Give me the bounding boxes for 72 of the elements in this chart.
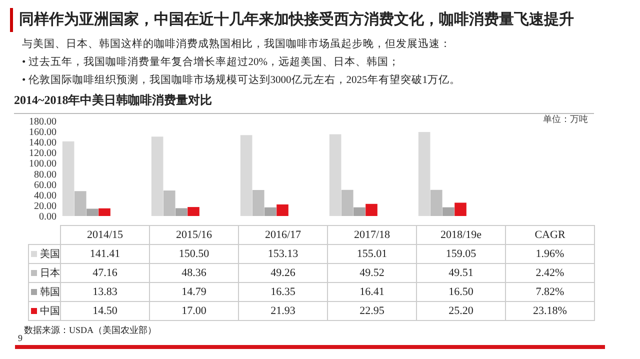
data-label: 14.79 bbox=[150, 282, 238, 302]
data-label: 48.36 bbox=[150, 264, 238, 282]
source-note: 数据来源：USDA（美国农业部） bbox=[24, 324, 157, 337]
text: 7.82% bbox=[506, 282, 594, 302]
y-tick-label: 180.00 bbox=[29, 116, 56, 128]
bar bbox=[163, 190, 176, 216]
bar bbox=[151, 136, 164, 216]
x-tick-label: 2017/18 bbox=[328, 226, 416, 244]
y-tick-label: 120.00 bbox=[29, 148, 56, 160]
x-tick-label: 2016/17 bbox=[238, 226, 328, 244]
y-axis-title: 单位：万吨 bbox=[543, 113, 588, 126]
bar bbox=[62, 141, 74, 216]
legend-label: 美国 bbox=[28, 244, 60, 264]
data-label: 49.51 bbox=[416, 264, 506, 282]
chart-title: 2014~2018年中美日韩咖啡消费量对比 bbox=[14, 92, 594, 114]
bar bbox=[366, 204, 378, 216]
data-label: 153.13 bbox=[238, 244, 328, 264]
bar bbox=[276, 204, 288, 216]
bar bbox=[418, 132, 430, 216]
y-tick-label: 80.00 bbox=[34, 169, 56, 180]
bar bbox=[188, 207, 200, 216]
bar bbox=[98, 208, 110, 216]
bar bbox=[176, 208, 188, 216]
data-label: 16.41 bbox=[328, 282, 416, 302]
data-label: 150.50 bbox=[150, 244, 238, 264]
text: 与美国、日本、韩国这样的咖啡消费成熟国相比，我国咖啡市场虽起步晚，但发展迅速： bbox=[22, 37, 451, 51]
legend-label: 韩国 bbox=[28, 282, 60, 302]
y-tick-label: 20.00 bbox=[34, 200, 56, 212]
data-label: 21.93 bbox=[238, 302, 328, 320]
bar bbox=[86, 208, 98, 216]
y-tick-label: 40.00 bbox=[34, 190, 56, 202]
bar bbox=[430, 190, 442, 216]
x-tick-label: 2015/16 bbox=[150, 226, 238, 244]
text: 1.96% bbox=[506, 244, 594, 264]
bar bbox=[329, 134, 342, 216]
bar bbox=[341, 190, 354, 216]
data-label: 49.26 bbox=[238, 264, 328, 282]
data-label: 14.50 bbox=[60, 302, 150, 320]
bar bbox=[442, 207, 454, 216]
bar bbox=[264, 207, 276, 216]
data-label: 16.50 bbox=[416, 282, 506, 302]
data-label: 141.41 bbox=[60, 244, 150, 264]
y-tick-label: 160.00 bbox=[29, 127, 56, 138]
bar bbox=[354, 207, 366, 216]
y-tick-label: 100.00 bbox=[29, 158, 56, 170]
bar bbox=[74, 191, 86, 216]
y-tick-label: 140.00 bbox=[29, 138, 56, 149]
text: • 过去五年，我国咖啡消费量年复合增长率超过20%，远超美国、日本、韩国； bbox=[22, 55, 400, 69]
text: 23.18% bbox=[506, 302, 594, 320]
bar bbox=[240, 135, 252, 216]
data-label: 25.20 bbox=[416, 302, 506, 320]
text: 2.42% bbox=[506, 264, 594, 282]
text: 同样作为亚洲国家，中国在近十几年来加快接受西方消费文化，咖啡消费量飞速提升 bbox=[10, 8, 574, 32]
data-label: 155.01 bbox=[328, 244, 416, 264]
data-label: 49.52 bbox=[328, 264, 416, 282]
data-label: 17.00 bbox=[150, 302, 238, 320]
data-label: 47.16 bbox=[60, 264, 150, 282]
x-tick-label: 2018/19e bbox=[416, 226, 506, 244]
bar bbox=[454, 202, 466, 216]
legend-label: 中国 bbox=[28, 302, 60, 320]
text: 9 bbox=[18, 333, 22, 343]
bar bbox=[252, 190, 264, 216]
text: CAGR bbox=[506, 226, 594, 244]
data-label: 22.95 bbox=[328, 302, 416, 320]
y-tick-label: 0.00 bbox=[39, 212, 56, 222]
legend-label: 日本 bbox=[28, 264, 60, 282]
data-label: 159.05 bbox=[416, 244, 506, 264]
data-label: 16.35 bbox=[238, 282, 328, 302]
x-tick-label: 2014/15 bbox=[60, 226, 150, 244]
data-label: 13.83 bbox=[60, 282, 150, 302]
text: • 伦敦国际咖啡组织预测，我国咖啡市场规模可达到3000亿元左右，2025年有望突破1万亿。 bbox=[22, 73, 461, 87]
y-tick-label: 60.00 bbox=[34, 180, 56, 191]
